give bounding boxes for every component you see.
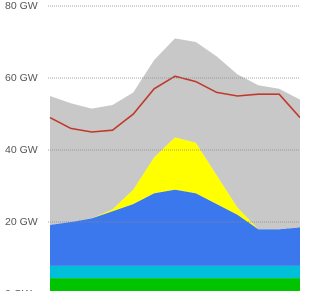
y-tick-label: 20 GW bbox=[5, 216, 38, 228]
area bbox=[50, 137, 300, 230]
y-axis: 0 GW 20 GW 40 GW 60 GW 80 GW bbox=[5, 0, 300, 291]
area bbox=[50, 189, 300, 266]
y-tick-label: 60 GW bbox=[5, 72, 38, 84]
area bbox=[50, 38, 300, 230]
plot-area bbox=[49, 38, 300, 291]
y-tick-label: 80 GW bbox=[5, 0, 38, 12]
area bbox=[50, 265, 300, 279]
chart: 0 GW 20 GW 40 GW 60 GW 80 GW bbox=[5, 0, 300, 291]
load-line bbox=[49, 75, 300, 133]
area bbox=[50, 278, 300, 291]
y-tick-label: 0 GW bbox=[5, 288, 32, 291]
y-tick-label: 40 GW bbox=[5, 144, 38, 156]
